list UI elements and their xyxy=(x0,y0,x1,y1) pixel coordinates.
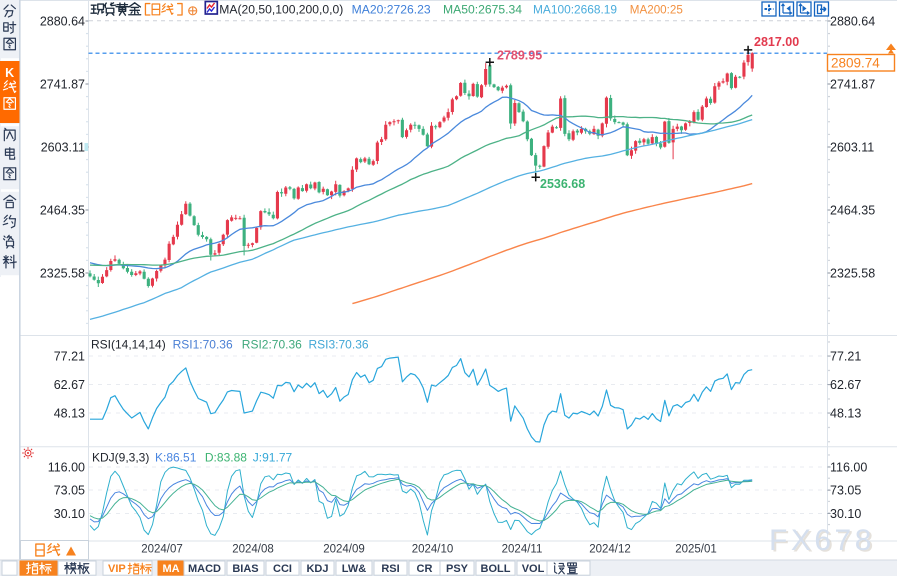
svg-text:48.13: 48.13 xyxy=(830,406,861,420)
svg-text:VOL: VOL xyxy=(522,563,545,575)
svg-text:30.10: 30.10 xyxy=(830,507,861,521)
svg-text:KDJ: KDJ xyxy=(306,563,328,575)
svg-text:PSY: PSY xyxy=(446,563,469,575)
svg-text:2024/12: 2024/12 xyxy=(589,543,631,555)
svg-text:116.00: 116.00 xyxy=(830,460,867,474)
svg-text:FX678: FX678 xyxy=(769,524,875,557)
svg-text:77.21: 77.21 xyxy=(54,349,85,363)
svg-text:2789.95: 2789.95 xyxy=(497,49,542,63)
svg-text:RSI3:70.36: RSI3:70.36 xyxy=(309,338,369,352)
svg-text:62.67: 62.67 xyxy=(830,378,861,392)
svg-text:2603.11: 2603.11 xyxy=(41,140,85,154)
svg-text:30.10: 30.10 xyxy=(54,507,85,521)
svg-text:2325.58: 2325.58 xyxy=(830,266,875,280)
svg-text:K:86.51: K:86.51 xyxy=(155,451,197,465)
svg-text:RSI1:70.36: RSI1:70.36 xyxy=(173,338,233,352)
svg-text:MACD: MACD xyxy=(188,563,221,575)
svg-text:73.05: 73.05 xyxy=(54,484,85,498)
svg-text:2325.58: 2325.58 xyxy=(40,266,85,280)
svg-text:BIAS: BIAS xyxy=(232,563,258,575)
svg-text:LW&: LW& xyxy=(342,563,366,575)
svg-text:CCI: CCI xyxy=(273,563,292,575)
svg-text:CR: CR xyxy=(417,563,433,575)
svg-text:2880.64: 2880.64 xyxy=(830,14,875,28)
svg-text:RSI2:70.36: RSI2:70.36 xyxy=(242,338,302,352)
svg-text:2809.74: 2809.74 xyxy=(831,56,880,71)
svg-text:77.21: 77.21 xyxy=(830,349,861,363)
svg-text:MA100:2668.19: MA100:2668.19 xyxy=(533,4,617,16)
svg-text:2880.64: 2880.64 xyxy=(40,14,85,28)
svg-text:2024/07: 2024/07 xyxy=(141,543,183,555)
svg-text:2464.35: 2464.35 xyxy=(830,203,875,217)
svg-text:K: K xyxy=(5,66,14,80)
svg-text:MA: MA xyxy=(162,563,179,575)
svg-text:2817.00: 2817.00 xyxy=(754,35,799,49)
svg-text:MA20:2726.23: MA20:2726.23 xyxy=(352,4,431,16)
svg-text:2024/10: 2024/10 xyxy=(412,543,454,555)
svg-text:2024/09: 2024/09 xyxy=(323,543,365,555)
svg-text:2741.87: 2741.87 xyxy=(40,77,85,91)
svg-text:RSI: RSI xyxy=(381,563,399,575)
svg-text:J:91.77: J:91.77 xyxy=(253,451,293,465)
svg-text:MA50:2675.34: MA50:2675.34 xyxy=(443,4,523,16)
svg-text:2603.11: 2603.11 xyxy=(830,140,874,154)
svg-text:BOLL: BOLL xyxy=(481,563,511,575)
svg-text:MA200:25: MA200:25 xyxy=(630,4,683,16)
svg-text:48.13: 48.13 xyxy=(54,406,85,420)
svg-text:2025/01: 2025/01 xyxy=(675,543,717,555)
svg-text:2741.87: 2741.87 xyxy=(830,77,875,91)
svg-text:RSI(14,14,14): RSI(14,14,14) xyxy=(91,338,166,352)
svg-text:73.05: 73.05 xyxy=(830,484,861,498)
svg-text:KDJ(9,3,3): KDJ(9,3,3) xyxy=(92,451,149,465)
svg-text:2464.35: 2464.35 xyxy=(40,203,85,217)
svg-text:116.00: 116.00 xyxy=(48,460,85,474)
svg-text:62.67: 62.67 xyxy=(54,378,85,392)
svg-text:2536.68: 2536.68 xyxy=(540,177,585,191)
svg-text:FX678: FX678 xyxy=(771,526,877,559)
svg-text:VIP: VIP xyxy=(108,563,126,575)
svg-text:MA(20,50,100,200,0,0): MA(20,50,100,200,0,0) xyxy=(219,4,343,16)
svg-text:D:83.88: D:83.88 xyxy=(205,451,247,465)
svg-text:2024/11: 2024/11 xyxy=(502,543,543,555)
svg-text:2024/08: 2024/08 xyxy=(232,543,274,555)
